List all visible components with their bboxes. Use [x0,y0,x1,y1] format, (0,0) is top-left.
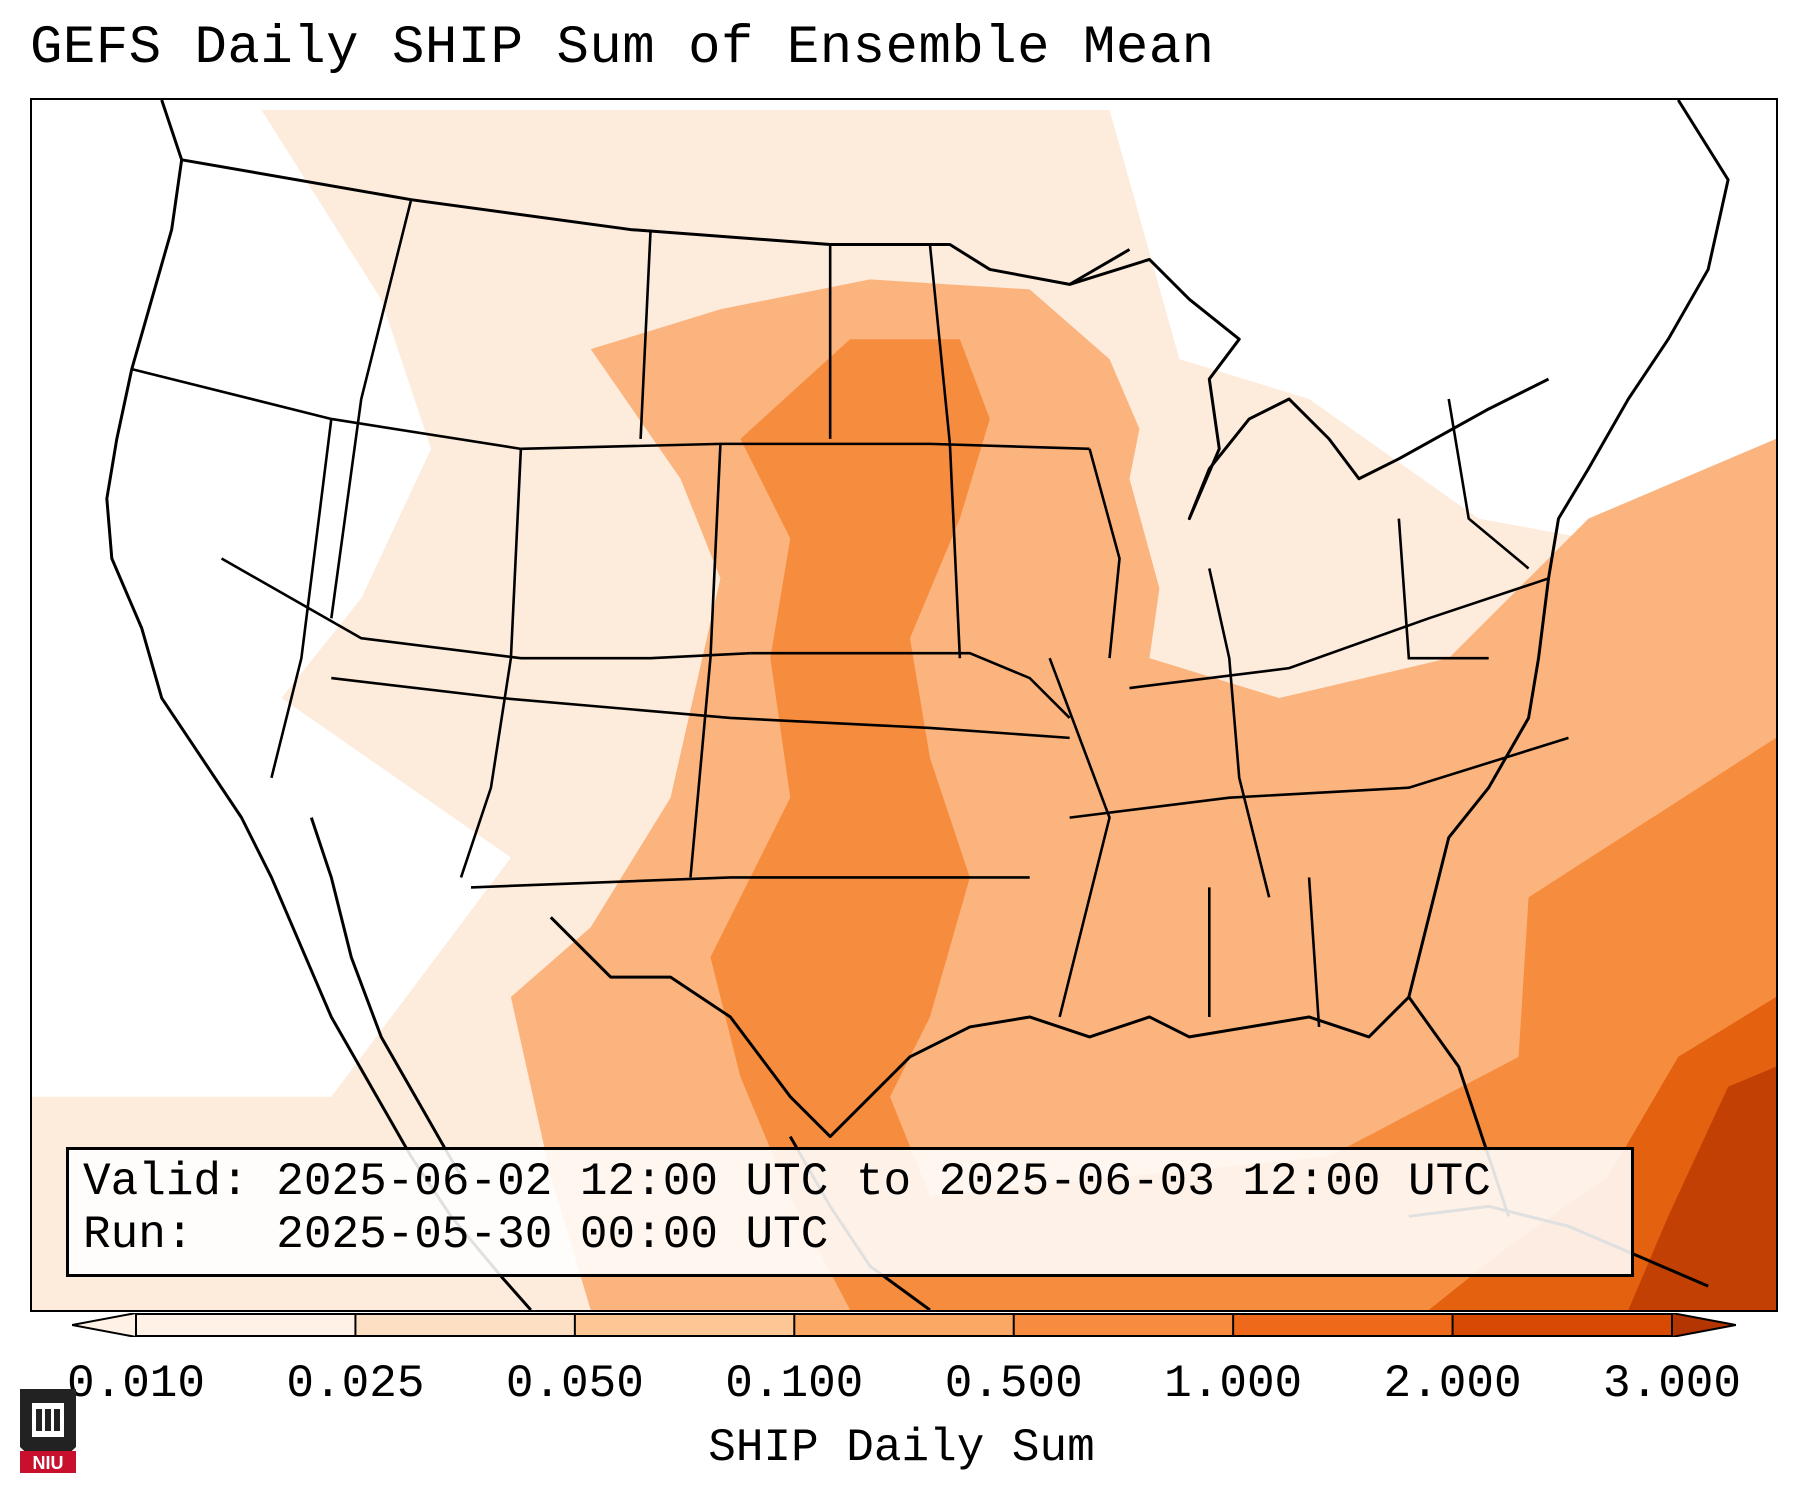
colorbar-extend-high [1671,1313,1736,1337]
colorbar-tick-label: 2.000 [1383,1358,1522,1410]
colorbar-label: SHIP Daily Sum [708,1422,1095,1474]
ship-strong-region [710,339,1776,1310]
map-panel [30,98,1778,1312]
ship-map [32,100,1776,1310]
colorbar-tick-label: 0.025 [286,1358,425,1410]
colorbar-segment [1233,1313,1454,1337]
run-value: 2025-05-30 00:00 UTC [276,1209,829,1261]
colorbar-segment [1452,1313,1673,1337]
map-title: GEFS Daily SHIP Sum of Ensemble Mean [30,18,1215,79]
colorbar-segment [136,1313,356,1337]
valid-label: Valid: [83,1156,249,1208]
colorbar-extend-low [72,1313,137,1337]
colorbar [72,1313,1736,1337]
state-borders [131,199,1569,1028]
gulf-coastline [549,916,1410,1139]
east-coastline [1407,100,1730,1217]
colorbar-tick-label: 1.000 [1164,1358,1303,1410]
ship-shading [32,109,1776,1310]
logo-band [20,1451,76,1473]
us-canada-border [181,158,1131,286]
colorbar-tick-label: 0.500 [944,1358,1083,1410]
great-lakes [1069,257,1550,521]
colorbar-segment [355,1313,576,1337]
west-coastline [105,100,532,1310]
niu-logo: NIU [20,1389,76,1473]
colorbar-segment [574,1313,795,1337]
colorbar-tick-label: 0.100 [725,1358,864,1410]
logo-text: NIU [33,1453,64,1473]
colorbar-tick-label: 0.050 [505,1358,644,1410]
colorbar-tick-label: 3.000 [1602,1358,1742,1410]
colorbar-segment [1013,1313,1234,1337]
colorbar-tick-label: 0.010 [66,1358,206,1410]
valid-value: 2025-06-02 12:00 UTC to 2025-06-03 12:00… [276,1156,1491,1208]
valid-run-info-box: Valid: 2025-06-02 12:00 UTC to 2025-06-0… [66,1147,1634,1277]
baja-coastline [309,817,463,1178]
run-label: Run: [83,1209,194,1261]
ship-deepest-region [1628,1066,1776,1310]
colorbar-segment [794,1313,1015,1337]
